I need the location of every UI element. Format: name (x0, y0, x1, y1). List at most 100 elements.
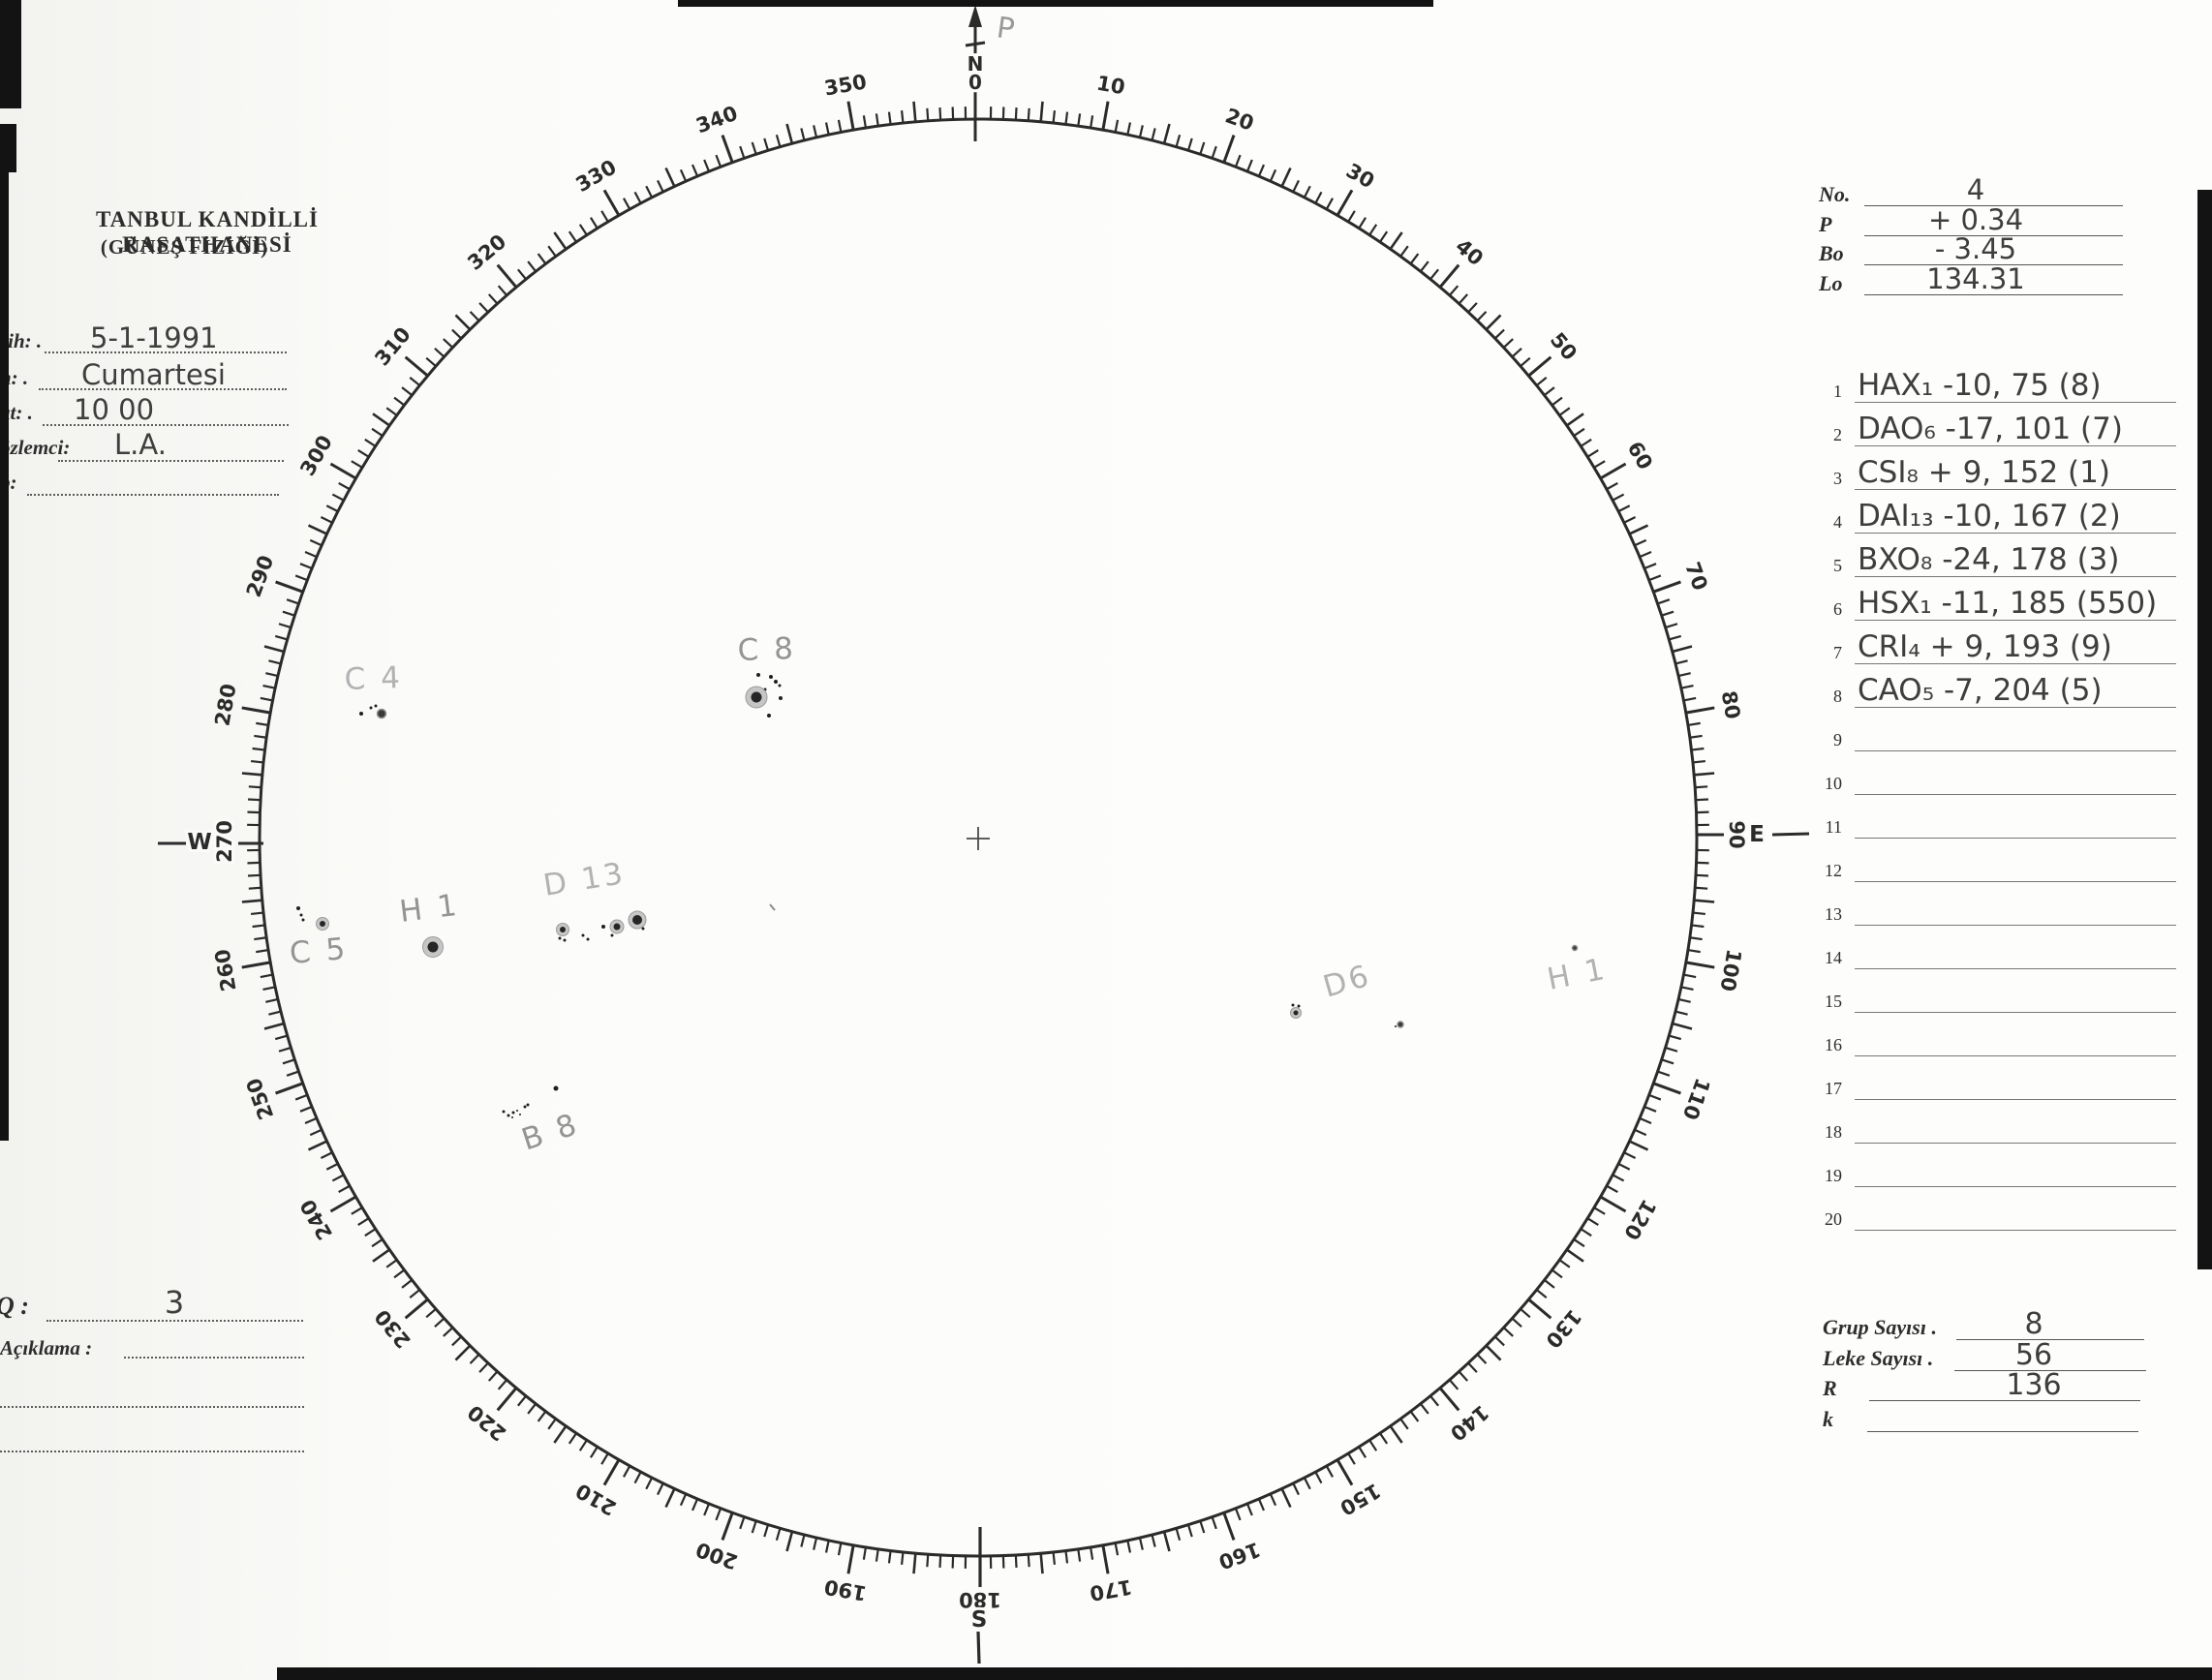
ephemeris-value-3: 134.31 (1926, 262, 2025, 295)
group-row-line-19 (1855, 1186, 2176, 1187)
form-field-label-3: özlemci: (0, 436, 71, 459)
degree-label-280: 280 (210, 682, 240, 727)
group-row-entry-7: CRI₄ + 9, 193 (9) (1858, 629, 2112, 664)
degree-label-180: 180 (959, 1588, 1001, 1611)
form-field-line-1 (39, 388, 287, 390)
summary-line-3 (1867, 1431, 2138, 1432)
sunspot-umbra (427, 941, 439, 953)
degree-label-270: 270 (213, 820, 236, 863)
degree-label-130: 130 (1541, 1305, 1586, 1353)
summary-label-3: k (1823, 1407, 1833, 1431)
aciklama-line-1 (124, 1357, 304, 1359)
group-row-entry-5: BXO₈ -24, 178 (3) (1858, 542, 2120, 577)
sunspot-pore (581, 933, 585, 937)
group-row-number-6: 6 (1833, 599, 1842, 619)
degree-label-350: 350 (822, 70, 868, 100)
group-row-line-3 (1855, 489, 2176, 490)
sunspot-pore (774, 680, 778, 684)
sunspot-pore (502, 1110, 506, 1114)
degree-label-260: 260 (210, 947, 240, 993)
north-arrow-icon (968, 5, 982, 27)
summary-line-1 (1954, 1370, 2146, 1371)
sunspot-pore (1297, 1004, 1301, 1008)
sunspot-umbra (632, 915, 642, 925)
degree-label-10: 10 (1095, 72, 1127, 100)
ephemeris-line-0 (1864, 205, 2123, 206)
sunspot-pore (553, 1085, 559, 1091)
degree-label-190: 190 (822, 1574, 868, 1604)
sunspot-umbra (751, 691, 762, 703)
sunspot-pore (516, 1110, 518, 1112)
group-row-line-14 (1855, 968, 2176, 969)
sunspot-umbra (613, 923, 621, 931)
degree-label-200: 200 (692, 1538, 740, 1574)
quality-label: Q : (0, 1292, 29, 1320)
sunspot-small (1571, 944, 1579, 952)
summary-value-1: 56 (2014, 1338, 2053, 1372)
ephemeris-label-0: No. (1819, 182, 1851, 206)
ephemeris-value-1: + 0.34 (1927, 203, 2024, 236)
sunspot-small (376, 708, 387, 719)
degree-label-160: 160 (1215, 1538, 1263, 1574)
sunspot-pore (601, 925, 605, 929)
form-field-value-0: 5-1-1991 (90, 321, 218, 354)
group-row-number-9: 9 (1833, 730, 1842, 749)
sunspot-umbra (560, 927, 566, 932)
degree-label-140: 140 (1446, 1400, 1493, 1446)
sunspot-group-label-5: B 8 (517, 1107, 583, 1158)
degree-label-80: 80 (1717, 689, 1745, 721)
sunspot-pore (1395, 1025, 1397, 1027)
group-row-number-2: 2 (1833, 425, 1842, 444)
summary-label-1: Leke Sayısı . (1823, 1346, 1934, 1370)
sunspot-pore (769, 675, 773, 679)
group-row-number-15: 15 (1825, 992, 1842, 1011)
quality-value: 3 (164, 1284, 185, 1321)
degree-ticks (241, 101, 1715, 1574)
group-row-line-6 (1855, 620, 2176, 621)
group-row-line-17 (1855, 1099, 2176, 1100)
ephemeris-line-1 (1864, 235, 2123, 236)
summary-value-2: 136 (2006, 1368, 2062, 1402)
sunspot-group: H 1 (1545, 944, 1610, 997)
group-row-entry-3: CSI₈ + 9, 152 (1) (1858, 455, 2110, 490)
sunspot-pore (519, 1114, 521, 1115)
form-field-value-2: 10 00 (74, 393, 155, 426)
east-letter: E (1749, 822, 1765, 847)
degree-label-300: 300 (295, 432, 337, 480)
sunspot-pore (526, 1103, 530, 1107)
sunspot-group-label-4: D 13 (541, 856, 629, 903)
degree-label-100: 100 (1715, 947, 1745, 993)
group-row-line-1 (1855, 402, 2176, 403)
north-marker: N0 P (965, 5, 1017, 141)
summary-value-0: 8 (2024, 1307, 2043, 1341)
ephemeris-line-3 (1864, 294, 2123, 295)
sunspot-pore (767, 714, 771, 718)
degree-label-150: 150 (1336, 1479, 1385, 1520)
sunspot-pore (301, 918, 305, 922)
scan-artifact-bottom-strip (277, 1667, 2212, 1680)
group-row-number-1: 1 (1833, 382, 1842, 401)
aciklama-line-3 (0, 1451, 304, 1452)
sunspot-pore (507, 1114, 510, 1117)
group-row-line-13 (1855, 925, 2176, 926)
sunspot-group: H 1 (398, 888, 461, 958)
aciklama-line-2 (0, 1406, 304, 1408)
degree-label-250: 250 (242, 1075, 279, 1122)
ephemeris-label-1: P (1819, 212, 1832, 236)
sunspot-umbra (1293, 1010, 1299, 1016)
degree-label-330: 330 (572, 155, 621, 197)
form-field-line-4 (27, 494, 279, 496)
ephemeris-label-2: Bo (1819, 241, 1844, 265)
stray-pencil-mark (769, 903, 776, 911)
degree-label-220: 220 (463, 1400, 510, 1446)
scan-artifact-left-top (0, 0, 21, 108)
group-row-line-9 (1855, 750, 2176, 751)
sunspot-pore (523, 1105, 527, 1109)
sunspot-pore (359, 712, 363, 716)
form-field-value-3: L.A. (114, 428, 167, 461)
group-row-line-5 (1855, 576, 2176, 577)
group-row-line-4 (1855, 533, 2176, 534)
sunspot-group-label-1: C 8 (737, 631, 796, 668)
group-row-line-11 (1855, 838, 2176, 839)
